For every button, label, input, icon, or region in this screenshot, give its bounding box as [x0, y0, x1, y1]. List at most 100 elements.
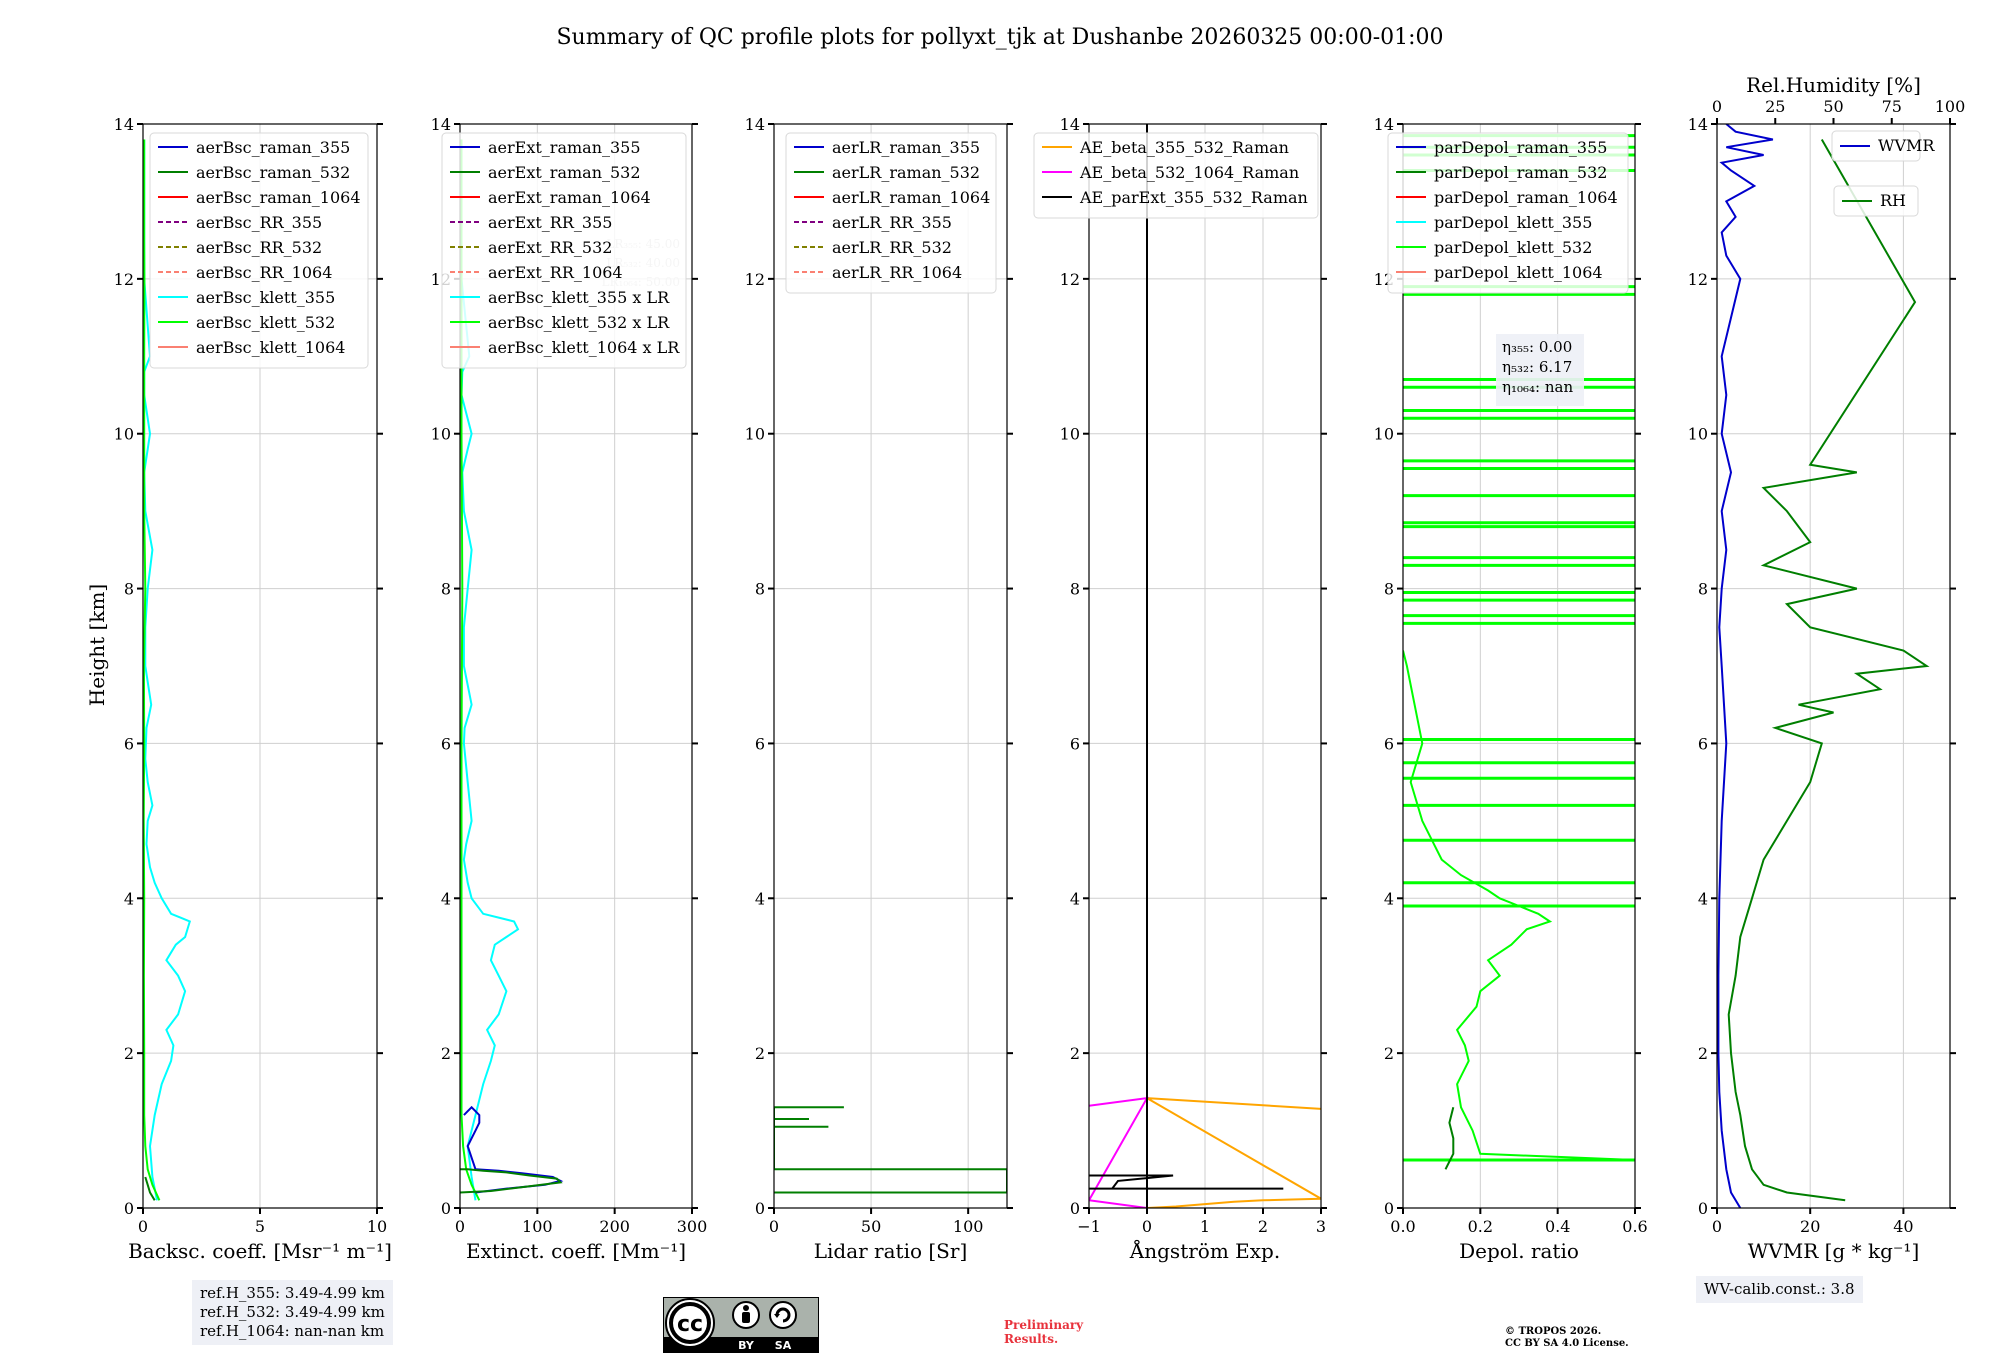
legend-label: aerBsc_raman_1064 — [196, 188, 361, 207]
legend-ae: AE_beta_355_532_Raman AE_beta_532_1064_Ra… — [1033, 132, 1319, 219]
legend-box — [1831, 130, 1921, 162]
legend-label: RH — [1880, 191, 1906, 210]
legend-box — [785, 132, 997, 294]
wv-calibration-box: WV-calib.const.: 3.8 — [1696, 1276, 1863, 1303]
series-aerExt_raman_355 — [463, 1105, 564, 1194]
x-tick-label: 20 — [1800, 1217, 1820, 1236]
y-tick-label: 14 — [114, 115, 134, 134]
x-tick-label: 0.4 — [1545, 1217, 1570, 1236]
legend-label: AE_beta_355_532_Raman — [1079, 138, 1289, 157]
legend-label: parDepol_klett_1064 — [1434, 263, 1603, 282]
legend-wv: RH — [1833, 185, 1919, 217]
x-tick-label: 0 — [138, 1217, 148, 1236]
panel-bsc: 0 2 4 6 8 10 12 14 0 5 10 Backsc. coeff. [Msr⁻¹ m⁻¹… — [114, 115, 392, 1263]
series-AE_beta_532_1064_Raman — [1089, 1096, 1149, 1208]
series-aerBsc_klett_355 — [143, 139, 192, 1201]
series-aerBsc_klett_532 — [143, 139, 161, 1201]
y-tick-label: 2 — [1384, 1044, 1394, 1063]
legend-label: aerBsc_klett_1064 x LR — [488, 338, 680, 357]
copyright-line-1: © TROPOS 2026. — [1505, 1326, 1602, 1337]
x-axis-label: WVMR [g * kg⁻¹] — [1748, 1239, 1920, 1263]
y-tick-label: 4 — [755, 889, 765, 908]
legend-label: AE_parExt_355_532_Raman — [1079, 188, 1308, 207]
top-x-tick-label: 50 — [1823, 97, 1843, 116]
series-aerBsc_klett_532 x LR — [460, 139, 481, 1201]
legend-box — [1033, 132, 1319, 219]
panel-lr: 0 2 4 6 8 10 12 14 0 50 100 Lidar ratio [Sr] aerLR_r… — [745, 115, 1013, 1263]
top-x-tick-label: 25 — [1765, 97, 1785, 116]
y-tick-label: 4 — [1384, 889, 1394, 908]
legend-label: aerLR_raman_532 — [832, 163, 980, 182]
ref-height-1064: ref.H_1064: nan-nan km — [200, 1322, 385, 1340]
x-tick-label: 2 — [1258, 1217, 1268, 1236]
ref-height-532: ref.H_532: 3.49-4.99 km — [200, 1303, 385, 1321]
y-tick-label: 2 — [441, 1044, 451, 1063]
x-tick-label: 100 — [522, 1217, 553, 1236]
y-tick-label: 8 — [441, 580, 451, 599]
cc-sa-label: SA — [775, 1339, 792, 1352]
y-tick-label: 2 — [755, 1044, 765, 1063]
legend-label: aerExt_RR_355 — [488, 213, 612, 232]
y-tick-label: 14 — [1688, 115, 1708, 134]
cc-logo-text: cc — [677, 1312, 703, 1337]
sharealike-icon — [769, 1301, 797, 1329]
y-tick-label: 10 — [114, 425, 134, 444]
legend-label: aerBsc_RR_1064 — [196, 263, 332, 282]
y-tick-label: 10 — [745, 425, 765, 444]
eta-box-bg — [1496, 334, 1584, 406]
legend-label: aerExt_RR_1064 — [488, 263, 623, 282]
y-tick-label: 14 — [1374, 115, 1394, 134]
y-tick-label: 8 — [1698, 580, 1708, 599]
x-tick-label: 0 — [1712, 1217, 1722, 1236]
y-tick-label: 0 — [755, 1199, 765, 1218]
legend-box — [1833, 185, 1919, 217]
by-attribution-icon — [732, 1301, 760, 1329]
series-aerLR_raman_532 — [774, 1106, 1007, 1194]
legend-ext: aerExt_raman_355 aerExt_raman_532 aerExt_r… — [441, 132, 687, 369]
top-x-axis-label: Rel.Humidity [%] — [1746, 73, 1921, 97]
series-parDepol_klett_532 — [1403, 650, 1635, 1161]
cc-license-badge: cc BY SA — [663, 1297, 819, 1353]
legend-label: aerBsc_klett_1064 — [196, 338, 345, 357]
top-x-tick-label: 100 — [1935, 97, 1966, 116]
legend-box — [1387, 132, 1629, 294]
y-tick-label: 4 — [1070, 889, 1080, 908]
eta-label: η₃₅₅: 0.00 — [1502, 338, 1572, 356]
y-tick-label: 14 — [745, 115, 765, 134]
x-axis-label: Ångström Exp. — [1129, 1238, 1280, 1263]
legend-label: parDepol_raman_532 — [1434, 163, 1607, 182]
legend-label: aerLR_RR_532 — [832, 238, 952, 257]
x-axis-label: Backsc. coeff. [Msr⁻¹ m⁻¹] — [128, 1239, 392, 1263]
legend-lr: aerLR_raman_355 aerLR_raman_532 aerLR_rama… — [785, 132, 997, 294]
y-tick-label: 10 — [1060, 425, 1080, 444]
y-tick-label: 4 — [1698, 889, 1708, 908]
ref-height-355: ref.H_355: 3.49-4.99 km — [200, 1284, 385, 1302]
legend-box — [441, 132, 687, 369]
y-tick-label: 8 — [1384, 580, 1394, 599]
legend-label: aerExt_RR_532 — [488, 238, 612, 257]
legend-label: aerBsc_RR_355 — [196, 213, 322, 232]
legend-label: WVMR — [1878, 136, 1935, 155]
y-tick-label: 8 — [1070, 580, 1080, 599]
eta-label: η₅₃₂: 6.17 — [1502, 358, 1572, 376]
copyright-note: © TROPOS 2026. CC BY SA 4.0 License. — [1505, 1326, 1629, 1350]
y-tick-label: 8 — [755, 580, 765, 599]
y-tick-label: 12 — [114, 270, 134, 289]
legend-label: aerBsc_raman_532 — [196, 163, 350, 182]
axes-frame — [773, 123, 1008, 1209]
figure-title: Summary of QC profile plots for pollyxt_… — [556, 25, 1443, 50]
x-tick-label: 5 — [255, 1217, 265, 1236]
series-AE_parExt_355_532_Raman — [1089, 124, 1284, 1208]
y-tick-label: 12 — [1688, 270, 1708, 289]
legend-label: aerBsc_RR_532 — [196, 238, 322, 257]
x-axis-label: Depol. ratio — [1459, 1239, 1579, 1263]
y-tick-label: 14 — [431, 115, 451, 134]
y-tick-label: 14 — [1060, 115, 1080, 134]
x-tick-label: 0 — [455, 1217, 465, 1236]
series-WVMR — [1717, 124, 1774, 1208]
legend-label: aerBsc_klett_355 — [196, 288, 335, 307]
series-aerBsc_klett_355 x LR — [460, 139, 520, 1201]
